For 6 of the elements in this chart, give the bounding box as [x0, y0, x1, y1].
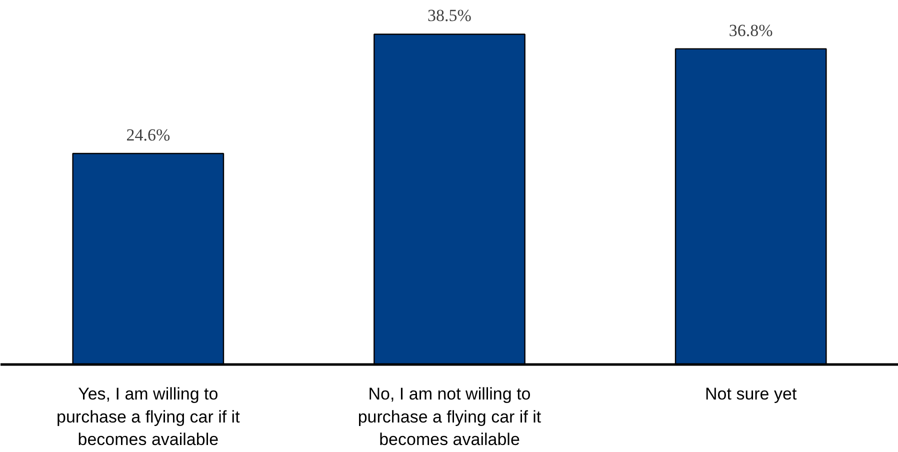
data-label: 36.8% [728, 20, 773, 40]
data-label: 24.6% [126, 125, 170, 144]
x-tick-label: Not sure yet [705, 384, 797, 404]
data-label: 38.5% [428, 6, 472, 26]
x-tick-label: Yes, I am willing to purchase a flying car if it becomes available [56, 384, 240, 450]
x-tick-label: No, I am not willing to purchase a flying car if it becomes available [358, 384, 542, 450]
